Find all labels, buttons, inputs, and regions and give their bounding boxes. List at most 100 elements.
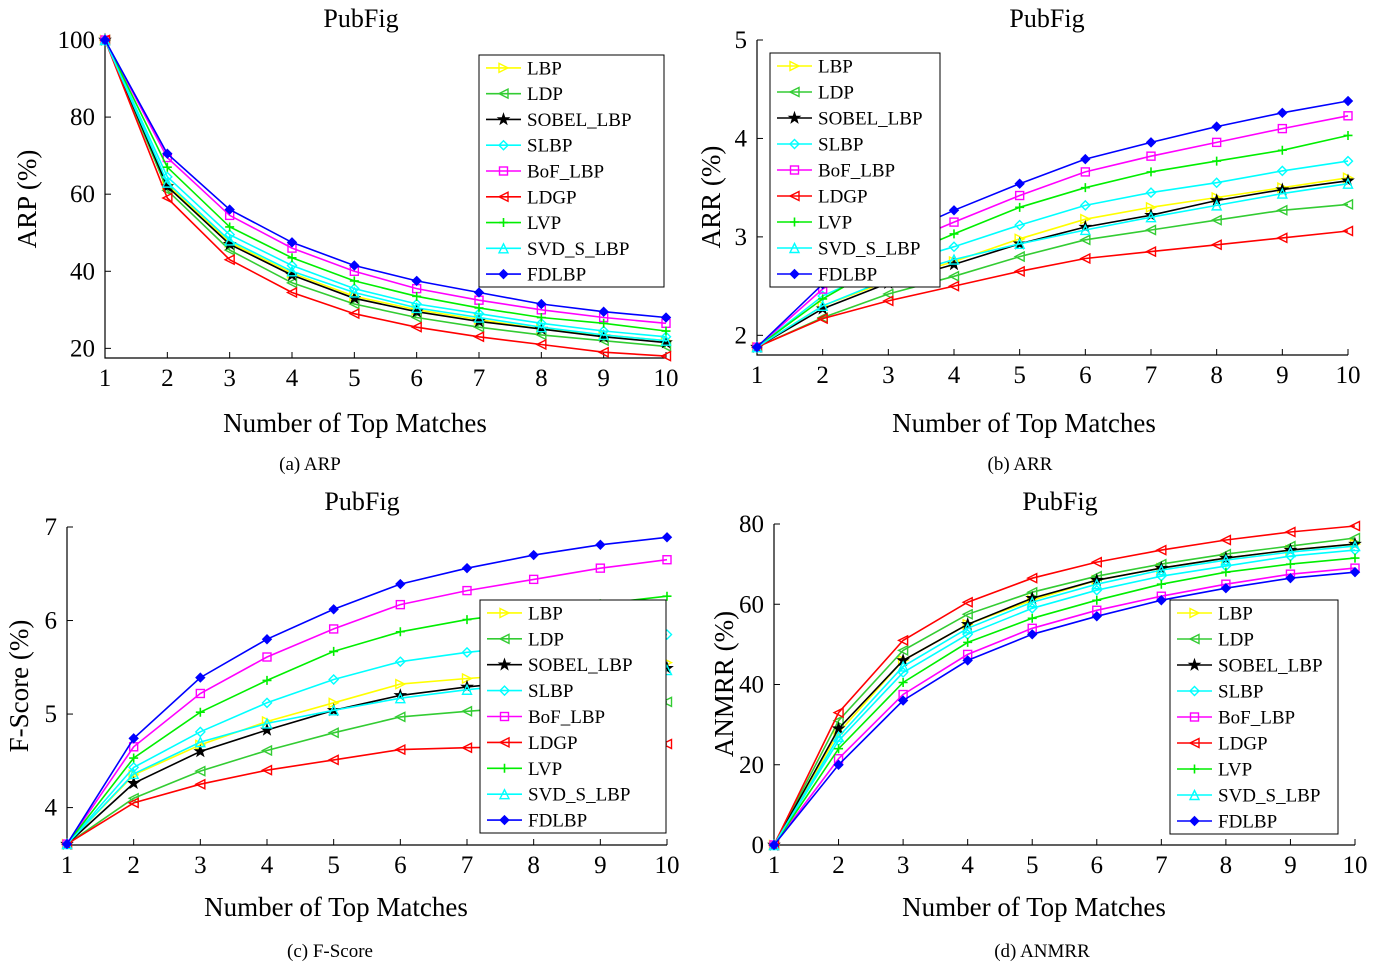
data-point — [348, 286, 360, 298]
data-point — [662, 591, 672, 601]
data-point — [99, 34, 111, 46]
x-tick-label: 6 — [410, 365, 423, 392]
data-point — [461, 646, 473, 658]
data-point — [947, 270, 960, 282]
data-point — [595, 539, 606, 550]
legend-marker — [789, 138, 800, 150]
data-point — [128, 761, 140, 773]
data-point — [194, 778, 206, 790]
legend-label: LDP — [818, 83, 854, 104]
series-fdlbp — [99, 34, 672, 323]
data-point — [1350, 553, 1360, 563]
legend-item: LBP — [486, 58, 562, 79]
data-point — [1080, 153, 1091, 165]
figure-caption: (b) ARR — [988, 454, 1053, 475]
data-point — [897, 644, 909, 657]
data-point — [1146, 167, 1156, 177]
data-point — [473, 287, 485, 298]
data-point — [595, 563, 606, 573]
data-point — [128, 767, 140, 780]
legend-label: SLBP — [1218, 682, 1263, 703]
series-line — [773, 537, 1356, 846]
legend-item: FDLBP — [1177, 812, 1277, 833]
data-point — [1342, 155, 1354, 167]
data-point — [1284, 546, 1297, 558]
legend: LBP LDP SOBEL_LBP SLBP BoF_LBP LDGP LVP SVD_S_L… — [769, 52, 941, 288]
legend-marker — [787, 110, 802, 124]
legend-marker — [788, 86, 800, 98]
data-point — [394, 656, 406, 668]
data-point — [328, 673, 340, 685]
data-point — [460, 705, 473, 717]
data-point — [897, 695, 909, 706]
legend-marker — [789, 165, 800, 175]
legend-label: SOBEL_LBP — [527, 110, 632, 131]
data-point — [598, 306, 609, 317]
legend-marker — [498, 736, 510, 749]
data-point — [1146, 151, 1156, 161]
data-point — [460, 742, 473, 754]
data-point — [410, 311, 422, 324]
legend-item: LVP — [1177, 760, 1252, 781]
legend-label: LBP — [527, 58, 562, 79]
series-line — [756, 203, 1349, 348]
series-line — [773, 571, 1356, 846]
series-line — [104, 39, 667, 357]
data-point — [328, 624, 339, 634]
legend-item: LDGP — [777, 187, 868, 208]
legend-label: SLBP — [527, 136, 572, 157]
legend-label: SOBEL_LBP — [1218, 656, 1323, 677]
data-point — [1155, 564, 1167, 576]
data-point — [1211, 199, 1223, 211]
y-tick-label: 80 — [70, 104, 95, 131]
legend-item: BoF_LBP — [777, 161, 895, 182]
chart-panel-4: 1 2 3 4 5 6 7 8 9 10 0 20 40 60 80 PubFig Number of Top … — [709, 487, 1368, 962]
x-tick-label: 8 — [1220, 852, 1233, 879]
data-point — [287, 253, 297, 263]
data-point — [833, 759, 844, 770]
legend-item: LDP — [486, 84, 563, 105]
data-point — [768, 839, 780, 851]
data-point — [349, 260, 360, 271]
data-point — [962, 622, 974, 634]
data-point — [349, 276, 359, 286]
series-line — [773, 543, 1356, 846]
legend-label: LDGP — [818, 187, 868, 208]
data-point — [535, 321, 547, 333]
legend-item: LDP — [777, 83, 854, 104]
legend-marker — [1189, 685, 1200, 697]
x-tick-label: 1 — [61, 852, 74, 879]
series-line — [773, 567, 1356, 846]
legend-label: LDGP — [527, 187, 577, 208]
data-point — [1145, 137, 1157, 148]
x-axis-label: Number of Top Matches — [204, 892, 468, 922]
chart-title: PubFig — [1009, 4, 1084, 33]
x-tick-label: 8 — [1210, 362, 1223, 389]
data-point — [194, 736, 206, 748]
data-point — [285, 286, 298, 299]
series-line — [66, 536, 668, 845]
x-tick-label: 3 — [882, 362, 895, 389]
data-point — [1026, 596, 1038, 608]
y-tick-label: 60 — [739, 591, 764, 618]
legend-marker — [499, 607, 511, 619]
data-point — [1014, 178, 1025, 189]
x-tick-label: 5 — [1026, 852, 1039, 879]
y-tick-label: 60 — [70, 181, 95, 208]
legend-item: SOBEL_LBP — [777, 109, 923, 130]
y-tick-label: 7 — [45, 514, 58, 541]
y-tick-label: 6 — [45, 608, 58, 635]
y-tick-label: 4 — [45, 795, 58, 822]
data-point — [1015, 202, 1025, 212]
data-point — [260, 764, 273, 776]
data-point — [461, 683, 473, 695]
y-tick-label: 80 — [739, 511, 764, 538]
data-point — [1013, 250, 1025, 263]
series-svd-s-lbp — [768, 540, 1361, 851]
data-point — [1211, 137, 1222, 148]
legend-label: SVD_S_LBP — [818, 239, 920, 260]
x-axis-label: Number of Top Matches — [902, 892, 1166, 922]
data-point — [1079, 223, 1091, 236]
data-point — [348, 298, 360, 310]
data-point — [1221, 567, 1231, 577]
